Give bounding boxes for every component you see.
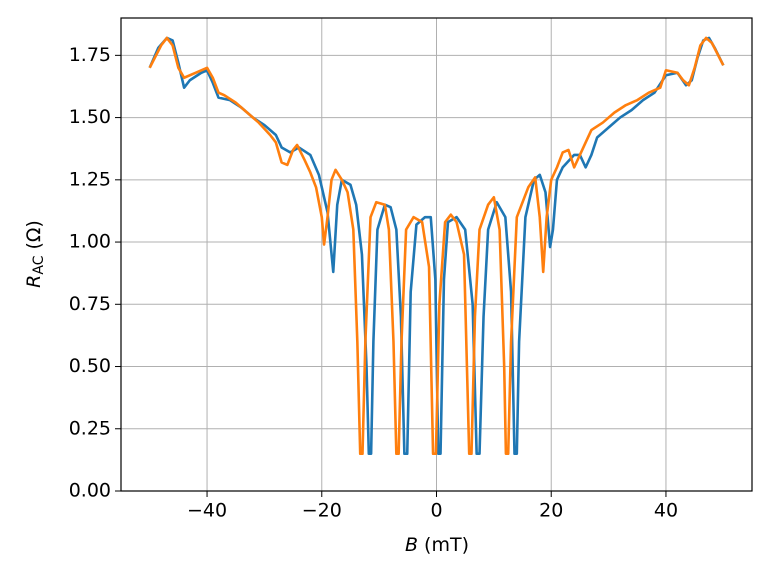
y-tick-label: 1.50 — [69, 106, 111, 128]
y-label-subscript: AC — [31, 255, 47, 274]
y-tick-label: 1.00 — [69, 231, 111, 253]
y-axis-label: RAC (Ω) — [23, 220, 48, 288]
y-tick-label: 0.00 — [69, 480, 111, 502]
x-tick-label: −20 — [302, 500, 342, 522]
y-tick-label: 1.75 — [69, 44, 111, 66]
y-tick-label: 0.75 — [69, 293, 111, 315]
x-label-unit: (mT) — [424, 534, 469, 556]
x-label-symbol: B — [405, 534, 418, 556]
x-axis-label: B (mT) — [405, 534, 469, 556]
x-tick-label: 20 — [539, 500, 563, 522]
y-tick-label: 0.50 — [69, 355, 111, 377]
y-label-unit: (Ω) — [23, 220, 45, 249]
y-tick-label: 0.25 — [69, 417, 111, 439]
x-tick-label: 0 — [430, 500, 442, 522]
x-tick-label: 40 — [654, 500, 678, 522]
y-label-symbol: R — [23, 275, 45, 288]
plot-frame — [120, 17, 753, 492]
y-tick-label: 1.25 — [69, 168, 111, 190]
x-tick-label: −40 — [187, 500, 227, 522]
data-line — [148, 36, 725, 455]
